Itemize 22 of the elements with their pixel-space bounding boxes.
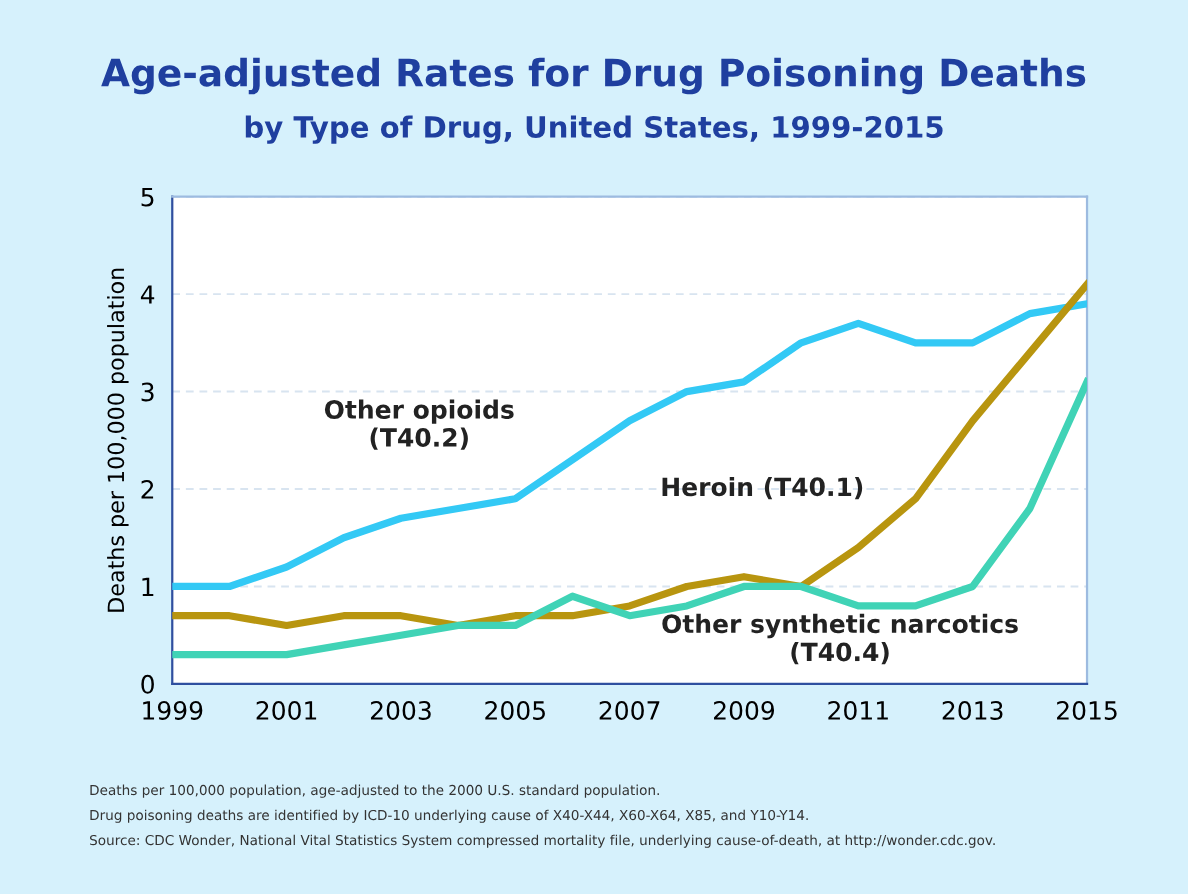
x-tick-label: 2005 [485,701,545,720]
x-tick-label: 2009 [714,701,775,720]
x-tick-label: 2013 [942,701,1003,720]
y-tick-label: 3 [141,382,154,402]
y-tick-label: 1 [142,577,154,596]
y-tick-label: 2 [141,479,154,499]
x-tick-label: 1999 [143,701,203,720]
y-axis-title: Deaths per 100,000 population [107,268,129,612]
x-tick-label: 2011 [828,701,888,720]
series-label: Other opioids (T40.2) [324,399,514,450]
x-tick-label: 2015 [1057,701,1117,720]
x-tick-label: 2001 [256,701,317,720]
x-tick-label: 2003 [370,701,431,720]
line-series [172,300,1088,591]
y-tick-label: 4 [140,285,155,304]
y-tick-label: 5 [141,187,154,207]
chart-subtitle: by Type of Drug, United States, 1999-2015 [245,115,943,144]
series-label: Other synthetic narcotics (T40.4) [662,613,1018,665]
chart-title: Age-adjusted Rates for Drug Poisoning Deaths [101,57,1086,95]
series-label: Heroin (T40.1) [662,476,863,500]
x-tick-label: 2007 [599,701,660,720]
y-tick-label: 0 [141,674,154,694]
